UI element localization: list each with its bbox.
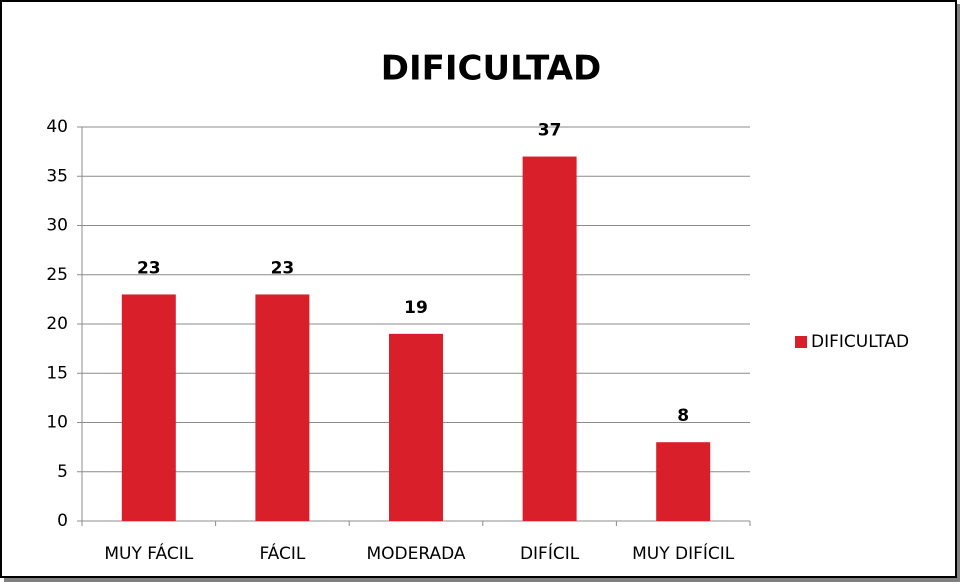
legend-swatch (795, 336, 807, 348)
x-tick-label: MUY FÁCIL (104, 542, 193, 564)
y-tick-label: 15 (46, 363, 68, 383)
y-tick-label: 20 (46, 314, 68, 334)
legend-label: DIFICULTAD (811, 332, 909, 352)
data-label: 23 (271, 258, 295, 278)
y-tick-label: 40 (46, 117, 68, 137)
y-tick-label: 0 (57, 511, 68, 531)
x-tick-label: FÁCIL (259, 542, 305, 564)
bar (389, 333, 443, 521)
x-tick-label: MUY DIFÍCIL (632, 542, 735, 564)
bar (522, 156, 577, 522)
data-label: 19 (404, 298, 428, 318)
x-tick-label: MODERADA (366, 544, 465, 564)
chart-title: DIFICULTAD (381, 49, 601, 89)
bar (255, 294, 310, 521)
y-tick-label: 30 (46, 216, 68, 236)
data-label: 8 (677, 406, 689, 426)
y-tick-label: 5 (57, 462, 68, 482)
x-tick-label: DIFÍCIL (520, 542, 580, 564)
data-label: 23 (137, 258, 161, 278)
y-tick-label: 25 (46, 265, 68, 285)
bar (656, 442, 711, 521)
y-tick-label: 35 (46, 166, 68, 186)
bar (121, 294, 176, 521)
data-label: 37 (538, 121, 562, 141)
y-tick-label: 10 (46, 413, 68, 433)
